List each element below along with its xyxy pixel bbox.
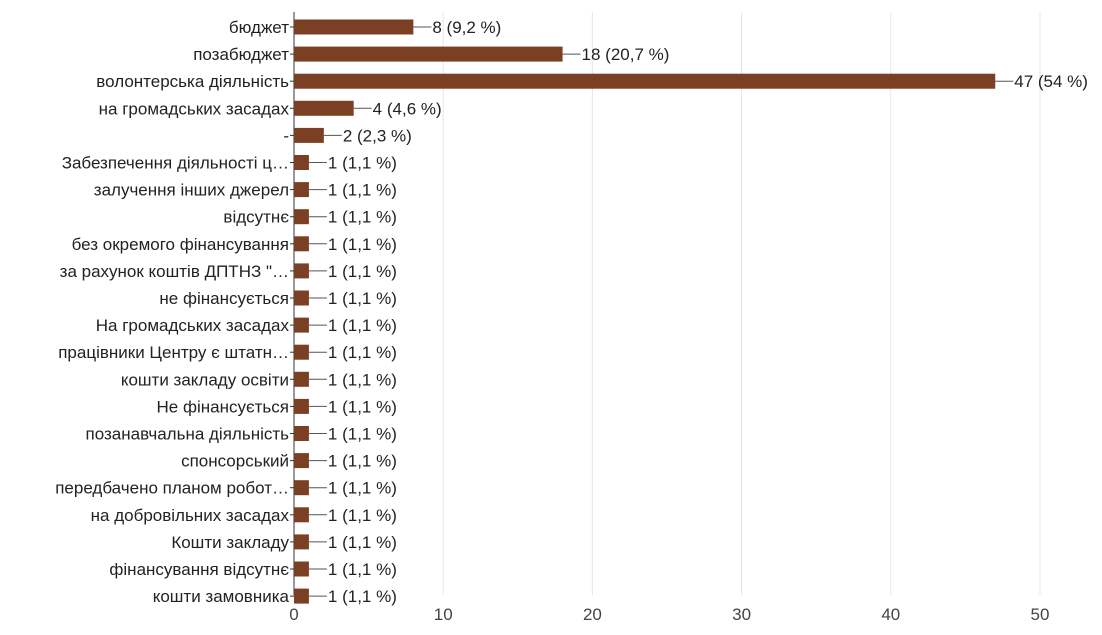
data-label: 1 (1,1 %) — [328, 506, 397, 525]
data-label: 1 (1,1 %) — [328, 289, 397, 308]
category-label: працівники Центру є штатн… — [58, 343, 289, 362]
data-label: 1 (1,1 %) — [328, 262, 397, 281]
bar — [294, 155, 309, 170]
data-label: 1 (1,1 %) — [328, 235, 397, 254]
x-tick-label: 0 — [289, 605, 298, 624]
x-axis-ticks: 0 10 20 30 40 50 — [289, 605, 1049, 624]
bar — [294, 480, 309, 496]
category-label: - — [283, 126, 289, 145]
data-label: 1 (1,1 %) — [328, 181, 397, 200]
category-label: без окремого фінансування — [72, 235, 289, 254]
bar — [294, 290, 309, 306]
bar — [294, 182, 309, 198]
x-tick-label: 20 — [583, 605, 602, 624]
bar — [294, 46, 563, 62]
data-label: 47 (54 %) — [1014, 72, 1088, 91]
category-label: фінансування відсутнє — [109, 560, 289, 579]
bar — [294, 73, 996, 89]
data-label: 1 (1,1 %) — [328, 533, 397, 552]
data-label: 1 (1,1 %) — [328, 370, 397, 389]
category-label: Не фінансується — [157, 397, 289, 416]
category-label: позанавчальна діяльність — [86, 425, 290, 444]
category-label: бюджет — [229, 18, 289, 37]
data-label: 18 (20,7 %) — [582, 45, 670, 64]
data-label: 1 (1,1 %) — [328, 452, 397, 471]
data-label: 1 (1,1 %) — [328, 560, 397, 579]
x-tick-label: 30 — [732, 605, 751, 624]
bar — [294, 236, 309, 252]
bar — [294, 344, 309, 360]
bar — [294, 453, 309, 469]
data-label: 1 (1,1 %) — [328, 208, 397, 227]
data-label: 1 (1,1 %) — [328, 316, 397, 335]
bar — [294, 19, 414, 35]
bar — [294, 426, 309, 441]
category-label: на добровільних засадах — [91, 506, 290, 525]
bar — [294, 371, 309, 387]
category-label: кошти закладу освіти — [121, 370, 289, 389]
data-label: 1 (1,1 %) — [328, 154, 397, 173]
category-label: відсутнє — [223, 208, 289, 227]
category-label: не фінансується — [159, 289, 289, 308]
category-label: за рахунок коштів ДПТНЗ "… — [60, 262, 289, 281]
x-tick-label: 40 — [881, 605, 900, 624]
bar — [294, 317, 309, 333]
category-label: передбачено планом робот… — [55, 479, 289, 498]
data-label: 1 (1,1 %) — [328, 343, 397, 362]
data-label: 1 (1,1 %) — [328, 397, 397, 416]
category-label: На громадських засадах — [96, 316, 290, 335]
category-label: кошти замовника — [153, 587, 290, 606]
category-label: Кошти закладу — [171, 533, 289, 552]
bar — [294, 100, 354, 116]
bar — [294, 561, 309, 577]
bars — [294, 19, 996, 604]
category-label: волонтерська діяльність — [96, 72, 289, 91]
bar — [294, 263, 309, 279]
bar — [294, 209, 309, 225]
category-label: спонсорський — [181, 452, 289, 471]
x-tick-label: 10 — [434, 605, 453, 624]
data-label: 8 (9,2 %) — [432, 18, 501, 37]
data-label: 4 (4,6 %) — [373, 99, 442, 118]
x-tick-label: 50 — [1031, 605, 1050, 624]
bar — [294, 507, 309, 523]
data-label: 1 (1,1 %) — [328, 425, 397, 444]
category-labels: бюджет позабюджет волонтерська діяльність н… — [55, 18, 289, 606]
category-label: позабюджет — [193, 45, 289, 64]
bar — [294, 127, 324, 143]
data-label: 1 (1,1 %) — [328, 587, 397, 606]
data-labels: 8 (9,2 %) 18 (20,7 %) 47 (54 %) 4 (4,6 %) 2 … — [308, 18, 1088, 606]
bar — [294, 398, 309, 414]
category-label: залучення інших джерел — [94, 181, 289, 200]
bar — [294, 588, 309, 604]
bar — [294, 534, 309, 550]
data-label: 2 (2,3 %) — [343, 126, 412, 145]
data-label: 1 (1,1 %) — [328, 479, 397, 498]
category-label: на громадських засадах — [99, 99, 290, 118]
category-label: Забезпечення діяльності ц… — [62, 154, 289, 173]
